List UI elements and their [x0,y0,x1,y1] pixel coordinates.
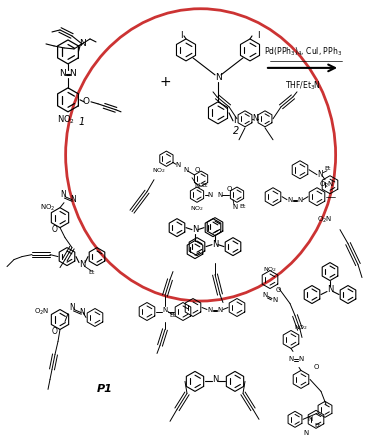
Text: THF/Et$_3$N: THF/Et$_3$N [285,80,321,92]
Text: N: N [288,357,294,362]
Text: N: N [70,195,76,204]
Text: N: N [272,297,278,302]
Text: N: N [192,225,198,234]
Text: NO$_2$: NO$_2$ [152,166,166,175]
Text: Et: Et [170,313,176,318]
Text: O: O [275,287,280,292]
Text: Pd(PPh$_3$)$_4$, CuI, PPh$_3$: Pd(PPh$_3$)$_4$, CuI, PPh$_3$ [264,45,342,58]
Text: N: N [217,192,223,198]
Text: O: O [52,327,58,336]
Text: N: N [207,306,213,312]
Text: O$_2$N: O$_2$N [319,180,335,190]
Text: N: N [214,73,221,83]
Text: N: N [212,375,218,384]
Text: N: N [232,204,238,210]
Text: I: I [256,31,259,41]
Text: N: N [60,190,66,199]
Text: N: N [298,357,304,362]
Text: 1: 1 [79,117,85,127]
Text: N: N [308,416,313,422]
Text: Et: Et [240,204,246,209]
Text: O: O [226,186,232,192]
Text: O: O [314,364,319,371]
Text: N: N [79,260,85,269]
Text: O: O [82,97,90,106]
Text: N: N [303,430,309,436]
Text: N: N [327,285,333,294]
Text: N: N [60,69,66,78]
Text: P1: P1 [97,385,113,394]
Text: Et: Et [202,183,208,188]
Text: NO$_2$: NO$_2$ [190,204,204,213]
Text: N: N [79,39,86,49]
Text: N: N [207,192,213,198]
Text: N: N [69,303,75,312]
Text: Et: Et [325,166,331,171]
Text: N: N [217,306,223,312]
Text: N: N [70,69,76,78]
Text: O$_2$N: O$_2$N [34,306,50,317]
Text: I: I [180,31,182,41]
Text: NO$_2$: NO$_2$ [57,114,75,126]
Text: 2: 2 [233,126,239,136]
Text: N: N [262,291,268,298]
Text: N: N [287,197,292,203]
Text: N: N [252,114,258,123]
Text: NO$_2$: NO$_2$ [294,323,308,332]
Text: O: O [52,225,58,234]
Text: N: N [184,167,189,173]
Text: Et: Et [89,270,95,275]
Text: N: N [79,308,85,317]
Text: I: I [232,116,236,125]
Text: N: N [212,240,218,249]
Text: N: N [297,197,303,203]
Text: N: N [317,170,323,179]
Text: N: N [175,162,180,168]
Text: O: O [194,166,200,173]
Text: NO$_2$: NO$_2$ [40,203,56,213]
Text: N: N [194,183,200,189]
Text: NO$_2$: NO$_2$ [263,265,277,274]
Text: Et: Et [315,423,321,428]
Text: +: + [159,75,171,89]
Text: O$_2$N: O$_2$N [317,215,333,225]
Text: N: N [162,306,168,312]
